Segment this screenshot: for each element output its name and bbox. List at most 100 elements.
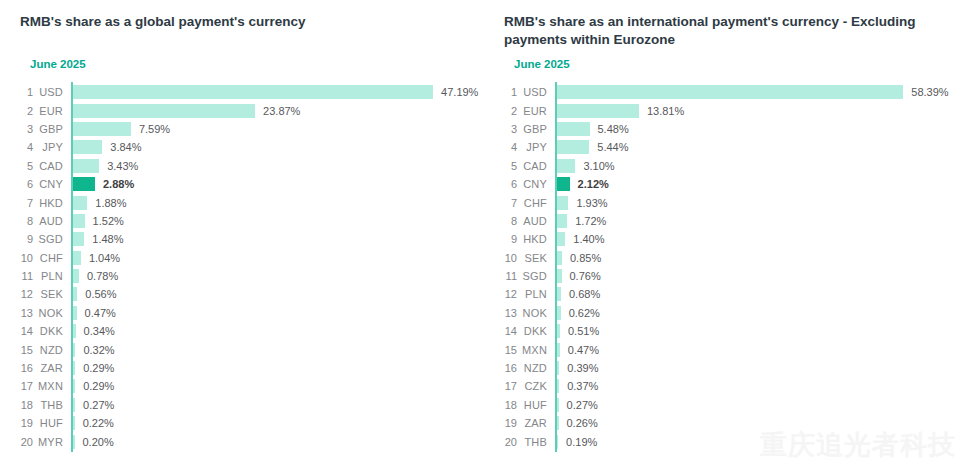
- value-label: 7.59%: [139, 123, 170, 135]
- bar: [73, 214, 85, 228]
- value-label: 0.62%: [569, 307, 600, 319]
- currency-code: ZAR: [522, 417, 547, 429]
- rank-label: 13: [18, 307, 33, 319]
- bar-row: 18THB0.27%: [18, 396, 478, 414]
- bar: [557, 122, 590, 136]
- value-label: 0.68%: [569, 288, 600, 300]
- value-label: 0.19%: [566, 436, 597, 448]
- bar-row: 15NZD0.32%: [18, 340, 478, 358]
- bar-row: 8AUD1.52%: [18, 212, 478, 230]
- value-label: 0.76%: [570, 270, 601, 282]
- bar-row: 3GBP5.48%: [502, 120, 960, 138]
- currency-code: SGD: [38, 233, 63, 245]
- value-label: 13.81%: [647, 105, 684, 117]
- currency-code: HUF: [38, 417, 63, 429]
- bar-row: 13NOK0.47%: [18, 304, 478, 322]
- bar-row: 12PLN0.68%: [502, 285, 960, 303]
- rank-label: 5: [502, 160, 517, 172]
- rank-label: 5: [18, 160, 33, 172]
- value-label: 0.32%: [83, 344, 114, 356]
- bar: [73, 306, 77, 320]
- chart-title: RMB's share as a global payment's curren…: [20, 13, 460, 51]
- currency-code: SEK: [522, 252, 547, 264]
- currency-code: NOK: [38, 307, 63, 319]
- bar-row: 15 MXN 0.47%: [502, 340, 960, 358]
- value-label: 1.04%: [89, 252, 120, 264]
- currency-code: SGD: [522, 270, 547, 282]
- currency-code: CAD: [522, 160, 547, 172]
- currency-code: DKK: [522, 325, 547, 337]
- chart-global-payments: RMB's share as a global payment's curren…: [0, 0, 478, 464]
- currency-code: USD: [522, 86, 547, 98]
- rank-label: 16: [502, 362, 517, 374]
- rank-label: 14: [18, 325, 33, 337]
- bar-row: 16NZD0.39%: [502, 359, 960, 377]
- rank-label: 10: [502, 252, 517, 264]
- currency-code: NZD: [522, 362, 547, 374]
- rank-label: 15: [502, 344, 517, 356]
- bar: [73, 122, 131, 136]
- bar: [73, 379, 75, 393]
- bar-row: 9 HKD 1.40%: [502, 230, 960, 248]
- value-label: 5.48%: [598, 123, 629, 135]
- currency-code: AUD: [522, 215, 547, 227]
- value-label: 1.40%: [573, 233, 604, 245]
- rank-label: 17: [502, 380, 517, 392]
- rank-label: 7: [18, 197, 33, 209]
- value-label: 5.44%: [597, 141, 628, 153]
- bar-row: 12SEK0.56%: [18, 285, 478, 303]
- bar: [73, 416, 75, 430]
- currency-code: GBP: [522, 123, 547, 135]
- bar: [557, 232, 565, 246]
- bar-row: 16ZAR0.29%: [18, 359, 478, 377]
- rank-label: 14: [502, 325, 517, 337]
- bar-row: 8AUD1.72%: [502, 212, 960, 230]
- bar: [73, 159, 99, 173]
- currency-code: JPY: [522, 141, 547, 153]
- value-label: 47.19%: [441, 86, 478, 98]
- value-label: 0.47%: [568, 344, 599, 356]
- rank-label: 4: [502, 141, 517, 153]
- bar-rows: 1USD58.39%2EUR13.81%3GBP5.48%4JPY5.44%5C…: [502, 83, 960, 451]
- value-label: 0.85%: [570, 252, 601, 264]
- bar-row: 2 EUR 23.87%: [18, 101, 478, 119]
- bar: [73, 85, 433, 99]
- bar-row: 3GBP7.59%: [18, 120, 478, 138]
- rank-label: 9: [18, 233, 33, 245]
- rank-label: 6: [18, 178, 33, 190]
- bar: [73, 251, 81, 265]
- bar: [73, 361, 75, 375]
- bar: [73, 140, 102, 154]
- value-label: 3.43%: [107, 160, 138, 172]
- currency-code: CAD: [38, 160, 63, 172]
- currency-code: HKD: [522, 233, 547, 245]
- bar-row: 14DKK0.51%: [502, 322, 960, 340]
- rank-label: 19: [502, 417, 517, 429]
- rank-label: 9: [502, 233, 517, 245]
- bar-row: 17MXN0.29%: [18, 377, 478, 395]
- bar-row: 1USD47.19%: [18, 83, 478, 101]
- rank-label: 7: [502, 197, 517, 209]
- rank-label: 12: [18, 288, 33, 300]
- value-label: 58.39%: [911, 86, 948, 98]
- currency-code: PLN: [38, 270, 63, 282]
- value-label: 0.27%: [83, 399, 114, 411]
- bar-row: 11PLN0.78%: [18, 267, 478, 285]
- rank-label: 2: [18, 105, 33, 117]
- bar-highlighted: [557, 177, 570, 191]
- bar: [557, 251, 562, 265]
- currency-code: MXN: [522, 344, 547, 356]
- bar: [557, 104, 639, 118]
- currency-code: MYR: [38, 436, 63, 448]
- bar-row: 10 SEK 0.85%: [502, 249, 960, 267]
- value-label: 23.87%: [263, 105, 300, 117]
- currency-code: EUR: [38, 105, 63, 117]
- bar: [557, 140, 589, 154]
- page: RMB's share as a global payment's curren…: [0, 0, 960, 464]
- bar: [557, 435, 558, 449]
- bar: [73, 196, 87, 210]
- bar: [557, 343, 560, 357]
- rank-label: 17: [18, 380, 33, 392]
- bar: [73, 232, 84, 246]
- currency-code: THB: [522, 436, 547, 448]
